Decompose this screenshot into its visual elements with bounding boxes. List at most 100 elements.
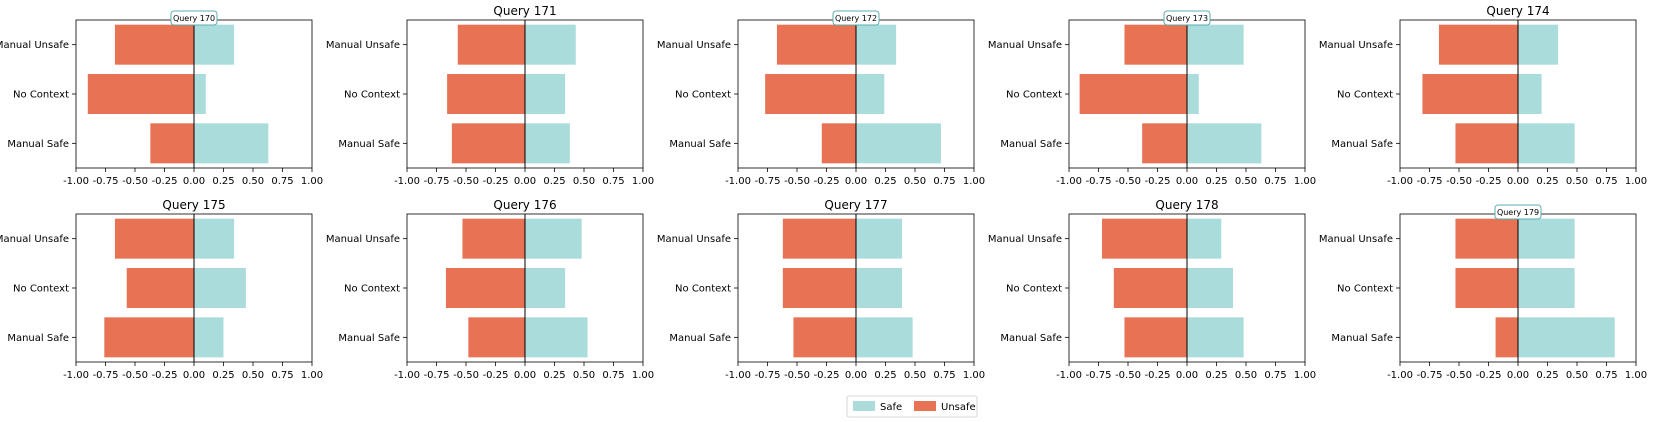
x-tick-label: -1.00 <box>63 370 89 381</box>
y-tick-label: Manual Safe <box>7 139 69 150</box>
x-tick-label: 0.00 <box>845 370 867 381</box>
bar-safe-manual-unsafe <box>856 24 897 65</box>
bar-safe-manual-safe <box>1518 123 1575 164</box>
bar-safe-manual-unsafe <box>1518 24 1559 65</box>
bar-unsafe-manual-safe <box>793 317 856 358</box>
legend-label-unsafe: Unsafe <box>941 402 976 413</box>
x-tick-label: -0.75 <box>424 370 450 381</box>
panel-title: Query 173 <box>1166 14 1208 23</box>
bar-safe-manual-safe <box>525 123 570 164</box>
legend-swatch-safe <box>853 401 875 411</box>
x-tick-label: 0.50 <box>1235 176 1257 187</box>
x-tick-label: -0.50 <box>453 370 479 381</box>
x-tick-label: 0.50 <box>904 176 926 187</box>
y-tick-label: Manual Unsafe <box>0 234 69 245</box>
y-tick-label: Manual Unsafe <box>988 234 1062 245</box>
bar-unsafe-manual-safe <box>1124 317 1187 358</box>
bar-safe-manual-safe <box>856 317 913 358</box>
y-tick-label: No Context <box>1337 284 1393 295</box>
y-tick-label: Manual Safe <box>7 333 69 344</box>
panel-title: Query 176 <box>493 198 556 212</box>
bar-safe-manual-safe <box>856 123 941 164</box>
x-tick-label: 0.00 <box>845 176 867 187</box>
y-tick-label: Manual Unsafe <box>988 40 1062 51</box>
x-tick-label: 0.50 <box>242 370 264 381</box>
x-tick-label: 0.25 <box>543 176 565 187</box>
bar-unsafe-no-context <box>445 268 525 308</box>
bar-safe-manual-unsafe <box>1187 218 1222 259</box>
x-tick-label: 0.25 <box>874 176 896 187</box>
x-tick-label: -0.25 <box>152 176 178 187</box>
y-tick-label: Manual Safe <box>338 139 400 150</box>
bar-unsafe-manual-unsafe <box>114 218 194 259</box>
bar-safe-manual-safe <box>1518 317 1615 358</box>
panel-title-box <box>170 10 218 26</box>
panel-title: Query 171 <box>493 4 556 18</box>
x-tick-label: -0.25 <box>1476 176 1502 187</box>
x-tick-label: 0.75 <box>602 370 624 381</box>
y-tick-label: Manual Unsafe <box>326 234 400 245</box>
x-tick-label: 1.00 <box>301 370 323 381</box>
y-tick-label: Manual Unsafe <box>0 40 69 51</box>
bar-unsafe-manual-safe <box>1142 123 1187 164</box>
panels-grid: Manual Unsafe No Context Manual Safe -1.00 -… <box>0 4 1647 381</box>
y-tick-label: No Context <box>344 284 400 295</box>
y-tick-label: No Context <box>1337 90 1393 101</box>
y-tick-label: Manual Safe <box>1000 333 1062 344</box>
panel-query-170: Manual Unsafe No Context Manual Safe -1.00 -… <box>0 10 323 187</box>
x-tick-label: -0.25 <box>814 176 840 187</box>
x-tick-label: -0.75 <box>1086 176 1112 187</box>
bar-safe-no-context <box>1187 268 1234 308</box>
panel-title: Query 170 <box>173 14 215 23</box>
bar-safe-manual-safe <box>1187 123 1262 164</box>
bar-unsafe-manual-safe <box>1495 317 1518 358</box>
x-tick-label: 0.50 <box>904 370 926 381</box>
x-tick-label: 1.00 <box>1294 176 1316 187</box>
x-tick-label: -1.00 <box>394 176 420 187</box>
bar-safe-manual-unsafe <box>1187 24 1244 65</box>
x-tick-label: -0.50 <box>1115 370 1141 381</box>
x-tick-label: -1.00 <box>1056 370 1082 381</box>
y-tick-label: Manual Unsafe <box>657 234 731 245</box>
bar-unsafe-no-context <box>87 74 194 114</box>
x-tick-label: 0.75 <box>602 176 624 187</box>
panel-title-box <box>832 10 880 26</box>
x-tick-label: -0.25 <box>1145 176 1171 187</box>
x-tick-label: 0.00 <box>1507 176 1529 187</box>
x-tick-label: 0.50 <box>1566 176 1588 187</box>
x-tick-label: -0.50 <box>122 176 148 187</box>
bar-safe-manual-safe <box>194 123 269 164</box>
y-tick-label: No Context <box>13 90 69 101</box>
x-tick-label: -0.50 <box>1446 176 1472 187</box>
legend: Safe Unsafe <box>846 395 978 418</box>
x-tick-label: -1.00 <box>1387 176 1413 187</box>
legend-frame <box>846 395 978 418</box>
x-tick-label: 0.00 <box>514 370 536 381</box>
x-tick-label: -0.25 <box>1145 370 1171 381</box>
x-tick-label: 1.00 <box>1625 370 1647 381</box>
x-tick-label: -0.75 <box>1417 370 1443 381</box>
bar-unsafe-manual-unsafe <box>1102 218 1187 259</box>
bar-safe-no-context <box>856 268 903 308</box>
x-tick-label: 0.75 <box>1264 370 1286 381</box>
x-tick-label: 0.25 <box>1536 370 1558 381</box>
bar-safe-manual-unsafe <box>194 218 235 259</box>
bar-unsafe-manual-safe <box>451 123 525 164</box>
bar-safe-manual-safe <box>1187 317 1244 358</box>
x-tick-label: 0.50 <box>573 370 595 381</box>
x-tick-label: 0.75 <box>933 370 955 381</box>
x-tick-label: -1.00 <box>63 176 89 187</box>
x-tick-label: 0.75 <box>271 176 293 187</box>
x-tick-label: -0.50 <box>784 176 810 187</box>
bar-unsafe-manual-unsafe <box>1455 218 1518 259</box>
bar-safe-no-context <box>1518 74 1542 114</box>
x-tick-label: 1.00 <box>632 370 654 381</box>
x-tick-label: 0.00 <box>1176 176 1198 187</box>
x-tick-label: -0.75 <box>755 370 781 381</box>
bar-unsafe-no-context <box>126 268 194 308</box>
